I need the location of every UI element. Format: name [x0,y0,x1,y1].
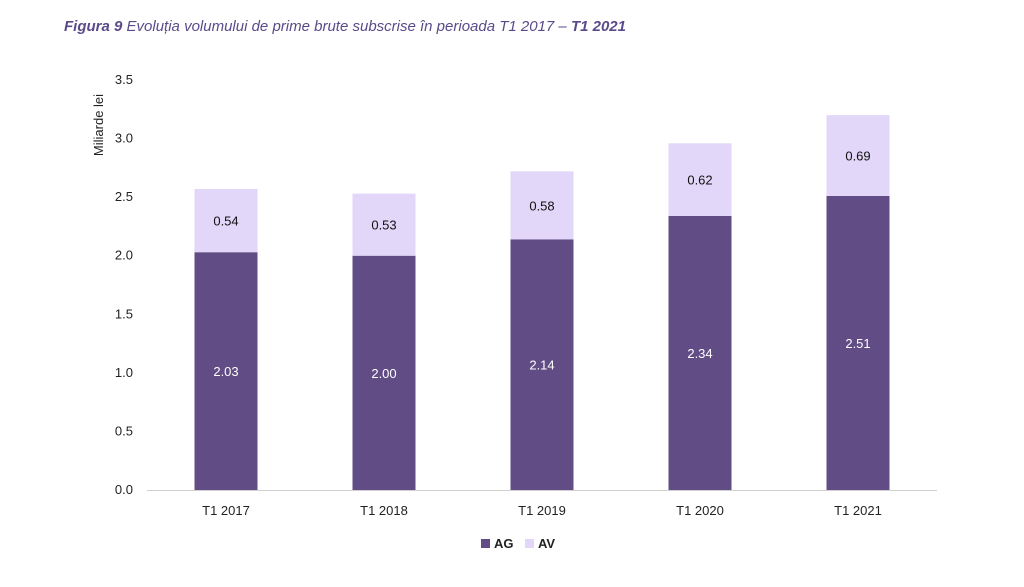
caption-period-end: T1 2021 [570,18,626,35]
y-tick-label: 2.0 [115,248,133,263]
bar-ag [194,252,258,490]
bar-av [194,188,258,253]
x-tick-label: T1 2021 [834,503,882,518]
y-axis-label: Miliarde lei [91,94,106,156]
bar-ag [826,195,890,490]
y-tick-label: 1.0 [115,365,133,380]
y-tick-label: 3.5 [115,72,133,87]
bar-av [510,171,574,240]
bar-value-label: 2.00 [371,366,396,381]
bar-value-label: 2.51 [845,336,870,351]
bar-value-label: 0.58 [529,198,554,213]
bar-av [826,115,890,196]
legend-swatch-av [525,539,534,548]
bar-value-label: 2.03 [213,364,238,379]
bar-value-label: 0.69 [845,149,870,164]
bar-ag [510,239,574,490]
bar-value-label: 2.34 [687,346,712,361]
figure-label: Figura 9 [64,18,123,35]
bar-ag [668,215,732,490]
y-tick-label: 0.5 [115,423,133,438]
y-tick-label: 1.5 [115,306,133,321]
y-tick-label: 0.0 [115,482,133,497]
x-tick-label: T1 2018 [360,503,408,518]
x-tick-label: T1 2019 [518,503,566,518]
figure-caption: Figura 9 Evoluția volumului de prime bru… [64,18,626,35]
x-tick-label: T1 2020 [676,503,724,518]
bar-value-label: 0.54 [213,214,238,229]
legend-label-av: AV [538,536,555,551]
bar-ag [352,255,416,490]
bar-value-label: 0.62 [687,173,712,188]
bar-value-label: 0.53 [371,218,396,233]
bar-av [668,143,732,216]
bar-value-label: 2.14 [529,358,554,373]
y-tick-label: 3.0 [115,131,133,146]
y-tick-label: 2.5 [115,189,133,204]
caption-text: Evoluția volumului de prime brute subscr… [126,18,567,35]
legend-label-ag: AG [494,536,514,551]
x-tick-label: T1 2017 [202,503,250,518]
bar-av [352,193,416,256]
legend-swatch-ag [481,539,490,548]
